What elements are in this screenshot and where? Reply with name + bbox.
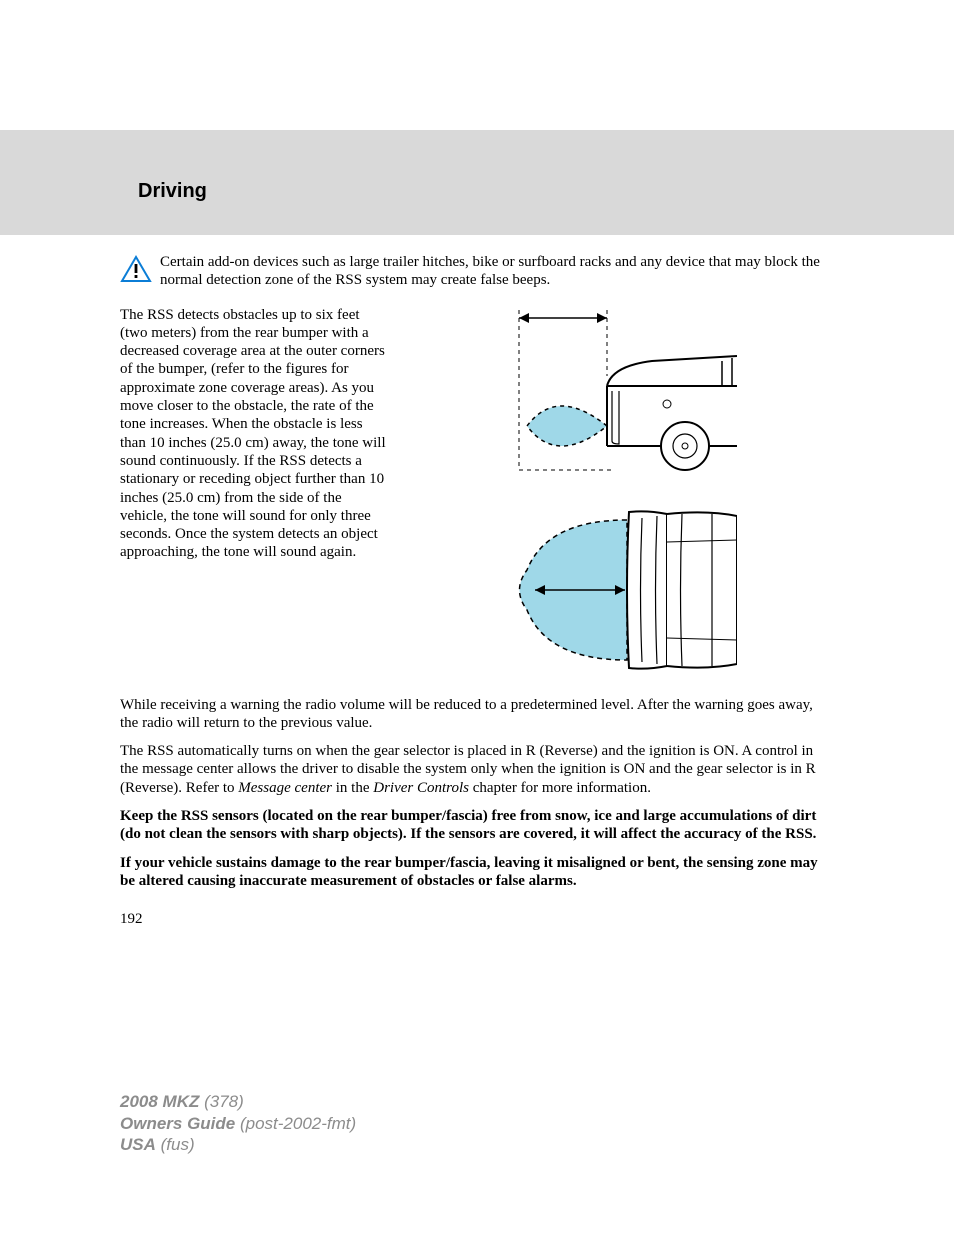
page-number: 192 (120, 910, 834, 928)
footer-italic: (post-2002-fmt) (235, 1114, 356, 1133)
rss-description: The RSS detects obstacles up to six feet… (120, 306, 390, 680)
paragraph: The RSS automatically turns on when the … (120, 742, 834, 797)
paragraph: The RSS detects obstacles up to six feet… (120, 306, 390, 562)
footer-italic: (fus) (156, 1135, 195, 1154)
body-content: Certain add-on devices such as large tra… (120, 253, 834, 929)
warning-triangle-icon (120, 255, 152, 283)
footer: 2008 MKZ (378) Owners Guide (post-2002-f… (120, 1091, 356, 1155)
text-run: chapter for more information. (469, 780, 651, 796)
warning-block: Certain add-on devices such as large tra… (120, 253, 834, 290)
footer-bold: 2008 MKZ (120, 1092, 199, 1111)
paragraph-bold: If your vehicle sustains damage to the r… (120, 854, 834, 891)
two-column-region: The RSS detects obstacles up to six feet… (120, 306, 834, 680)
footer-italic: (378) (199, 1092, 243, 1111)
text-run: in the (332, 780, 373, 796)
footer-line: Owners Guide (post-2002-fmt) (120, 1113, 356, 1134)
paragraph: While receiving a warning the radio volu… (120, 696, 834, 733)
figure-column (410, 306, 834, 680)
footer-bold: USA (120, 1135, 156, 1154)
figure-top-view (507, 500, 737, 680)
manual-page: Driving Certain add-on devices such as l… (0, 0, 954, 1235)
paragraph-bold: Keep the RSS sensors (located on the rea… (120, 807, 834, 844)
warning-text: Certain add-on devices such as large tra… (160, 253, 834, 290)
emphasis: Driver Controls (373, 780, 469, 796)
footer-line: USA (fus) (120, 1134, 356, 1155)
footer-line: 2008 MKZ (378) (120, 1091, 356, 1112)
figure-side-view (507, 306, 737, 476)
emphasis: Message center (238, 780, 332, 796)
footer-bold: Owners Guide (120, 1114, 235, 1133)
section-title: Driving (120, 130, 834, 203)
